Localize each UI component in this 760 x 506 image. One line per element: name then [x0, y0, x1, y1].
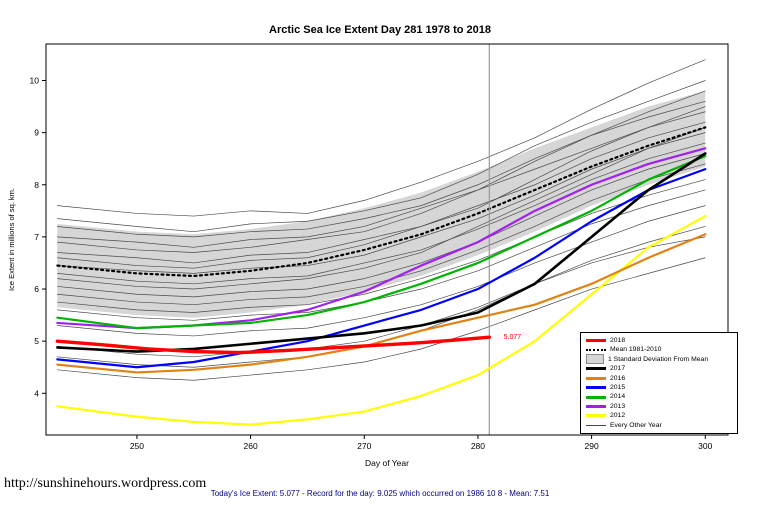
legend-label: Mean 1981-2010: [610, 346, 662, 354]
legend-swatch: [586, 354, 604, 365]
other-year-line: [57, 80, 706, 233]
x-axis-label: Day of Year: [365, 458, 409, 468]
other-year-line: [57, 189, 706, 321]
legend-swatch: [586, 349, 606, 352]
y-tick-label: 5: [34, 336, 39, 346]
other-year-line: [57, 153, 706, 298]
other-year-line: [57, 205, 706, 337]
legend-item-2016: 2016: [586, 374, 732, 383]
legend-item-2015: 2015: [586, 383, 732, 392]
legend-label: 2016: [610, 374, 626, 382]
legend-label: 2015: [610, 383, 626, 391]
y-tick-label: 7: [34, 232, 39, 242]
series-2018-line: [55, 335, 491, 355]
legend-item-1-standard-deviation-from-mean: 1 Standard Deviation From Mean: [586, 354, 732, 365]
legend-item-mean-1981-2010: Mean 1981-2010: [586, 345, 732, 354]
legend-item-2018: 2018: [586, 336, 732, 345]
legend-item-2014: 2014: [586, 392, 732, 401]
legend-item-2012: 2012: [586, 411, 732, 420]
other-year-line: [57, 127, 706, 290]
mean-line: [56, 126, 707, 278]
chart-caption: Today's Ice Extent: 5.077 - Record for t…: [210, 489, 550, 498]
other-year-line: [57, 236, 706, 358]
other-year-line: [57, 111, 706, 248]
plot-frame: [45, 43, 729, 436]
legend-label: 1 Standard Deviation From Mean: [608, 355, 709, 363]
series-2012-line: [56, 214, 707, 426]
legend-item-2017: 2017: [586, 364, 732, 373]
y-tick-label: 6: [34, 284, 39, 294]
other-year-line: [57, 59, 706, 217]
legend-label: 2017: [610, 365, 626, 373]
other-year-line: [57, 142, 706, 285]
other-year-line: [57, 121, 706, 264]
chart-title: Arctic Sea Ice Extent Day 281 1978 to 20…: [269, 24, 491, 36]
x-tick-label: 300: [698, 441, 712, 451]
x-tick-label: 250: [130, 441, 144, 451]
site-url-text: http://sunshinehours.wordpress.com: [4, 476, 207, 491]
y-tick-label: 4: [34, 388, 39, 398]
x-tick-label: 260: [244, 441, 258, 451]
legend-label: 2014: [610, 393, 626, 401]
legend-label: 2012: [610, 412, 626, 420]
legend-swatch: [586, 424, 606, 426]
legend-swatch: [586, 376, 606, 380]
legend-label: 2013: [610, 402, 626, 410]
chart-plot-area: 5.077 250 260 270 280 290 300 4 5 6 7 8 9 10 Day of Ye…: [7, 43, 729, 468]
legend-swatch: [586, 367, 606, 371]
other-year-line: [57, 132, 706, 274]
legend-swatch: [586, 386, 606, 390]
x-tick-label: 270: [357, 441, 371, 451]
y-axis-label: Ice Extent in millions of sq. km.: [7, 188, 16, 291]
legend-label: Every Other Year: [610, 421, 662, 429]
other-year-line: [57, 100, 706, 238]
chart-legend: 2018 Mean 1981-2010 1 Standard Deviation F…: [580, 332, 738, 434]
legend-swatch: [586, 404, 606, 408]
current-extent-annotation: 5.077: [504, 334, 522, 341]
legend-item-2013: 2013: [586, 402, 732, 411]
x-tick-label: 280: [471, 441, 485, 451]
y-tick-label: 10: [30, 75, 40, 85]
other-year-line: [57, 90, 706, 253]
legend-swatch: [586, 414, 606, 418]
y-tick-label: 8: [34, 180, 39, 190]
legend-swatch: [586, 395, 606, 399]
x-tick-label: 290: [585, 441, 599, 451]
legend-item-every-other-year: Every Other Year: [586, 421, 732, 430]
std-dev-band: [57, 90, 706, 318]
series-2014-line: [56, 154, 707, 330]
other-year-line: [57, 106, 706, 269]
y-tick-label: 9: [34, 128, 39, 138]
legend-swatch: [586, 339, 606, 343]
legend-label: 2018: [610, 337, 626, 344]
series-2016-line: [56, 233, 707, 374]
series-2015-line: [56, 168, 707, 369]
other-year-line: [57, 179, 706, 313]
